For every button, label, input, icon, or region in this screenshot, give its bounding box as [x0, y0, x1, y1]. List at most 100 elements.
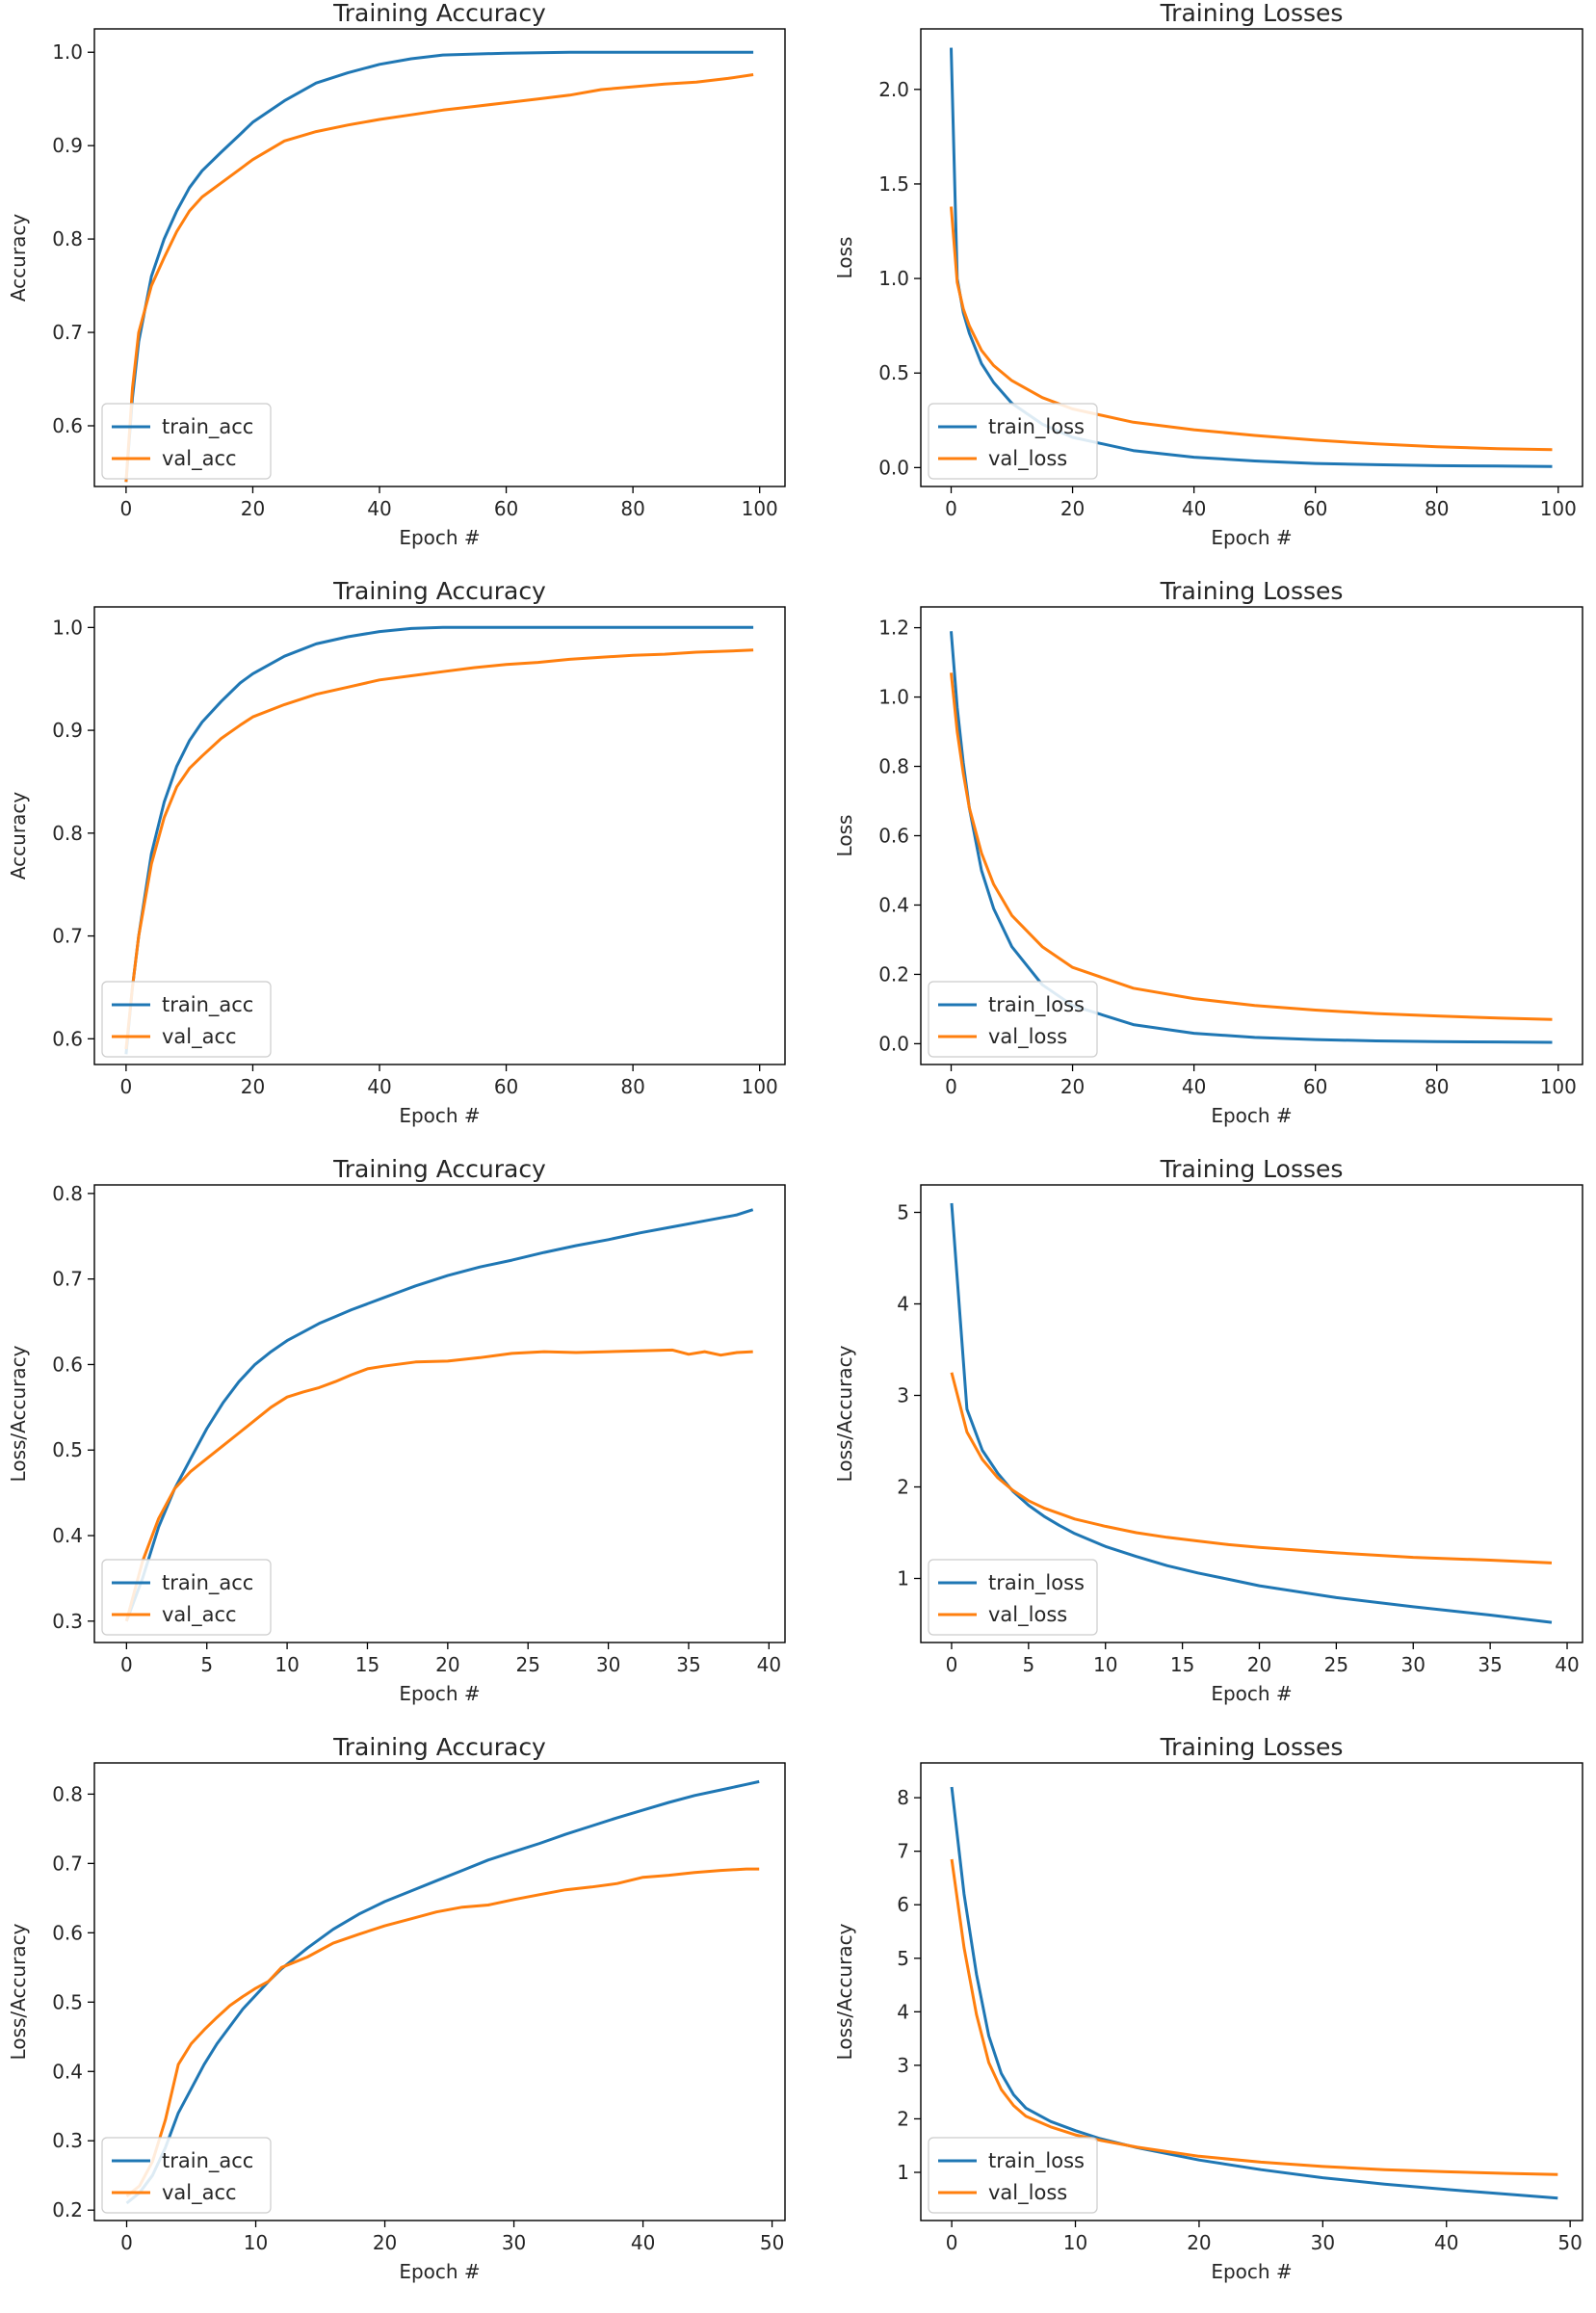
chart-panel-3: Training Accuracy 0 20 40 60 80 100 0.6 0.7 0.8 0.… [0, 578, 798, 1156]
legend: train_loss val_loss [928, 403, 1098, 480]
y-tick-label: 1.2 [878, 617, 909, 640]
series-line-val_acc [125, 1867, 760, 2197]
x-axis-label: Epoch # [1211, 526, 1292, 549]
y-axis-label: Loss/Accuracy [7, 1923, 30, 2060]
chart-title: Training Losses [1160, 578, 1344, 605]
x-tick-label: 50 [1557, 2231, 1582, 2254]
chart-title: Training Accuracy [332, 1156, 546, 1183]
x-tick-label: 40 [367, 497, 391, 520]
series-line-train_acc [125, 1779, 760, 2205]
legend-label: val_acc [162, 2181, 237, 2205]
x-axis-label: Epoch # [1211, 1104, 1292, 1127]
y-tick-label: 0.7 [52, 1852, 83, 1875]
x-tick-label: 40 [1555, 1653, 1579, 1676]
x-tick-label: 60 [494, 1075, 518, 1098]
x-tick-label: 0 [945, 1075, 957, 1098]
chart-title: Training Losses [1160, 1156, 1344, 1183]
axes-frame [93, 606, 786, 1065]
y-tick-label: 6 [897, 1893, 909, 1916]
x-axis-label: Epoch # [399, 526, 480, 549]
x-tick-label: 0 [946, 1653, 958, 1676]
y-tick-label: 1.0 [878, 267, 909, 290]
y-tick-label: 4 [897, 1293, 909, 1316]
x-axis-label: Epoch # [399, 1682, 480, 1705]
y-tick-label: 0.5 [878, 361, 909, 384]
x-tick-label: 0 [946, 2231, 958, 2254]
y-tick-label: 0.0 [878, 1032, 909, 1055]
legend: train_acc val_acc [101, 1559, 272, 1636]
chart-title: Training Accuracy [332, 1734, 546, 1761]
x-tick-label: 0 [120, 2231, 133, 2254]
y-tick-label: 0.4 [52, 1524, 83, 1547]
x-tick-label: 60 [1303, 497, 1327, 520]
chart-title: Training Accuracy [332, 0, 546, 27]
y-tick-label: 5 [897, 1201, 909, 1224]
y-tick-label: 0.2 [52, 2198, 83, 2221]
y-axis-label: Loss [833, 815, 856, 857]
y-tick-label: 0.5 [52, 1438, 83, 1461]
y-tick-label: 1 [897, 2161, 909, 2184]
x-tick-label: 100 [1540, 497, 1577, 520]
legend-label: train_acc [162, 1571, 253, 1595]
chart-svg: Training Accuracy 0 20 40 60 80 100 0.6 0.7 0.8 0.… [7, 0, 786, 549]
chart-panel-5: Training Accuracy 0 5 10 15 20 25 30 35 40 0.3 0.4 0… [0, 1156, 798, 1734]
y-tick-label: 0.4 [878, 893, 909, 916]
y-tick-label: 0.4 [52, 2060, 83, 2083]
legend-label: val_loss [988, 1603, 1067, 1627]
y-tick-label: 3 [897, 1384, 909, 1407]
y-tick-label: 0.9 [52, 134, 83, 157]
y-tick-label: 0.6 [52, 1353, 83, 1376]
x-tick-label: 15 [355, 1653, 379, 1676]
x-tick-label: 80 [1425, 1075, 1449, 1098]
x-tick-label: 30 [596, 1653, 620, 1676]
x-tick-label: 100 [1540, 1075, 1577, 1098]
chart-panel-6: Training Losses 0 5 10 15 20 25 30 35 40 1 2 3 4 5 Epoc… [798, 1156, 1595, 1734]
y-tick-label: 0.6 [52, 1027, 83, 1050]
x-tick-label: 30 [502, 2231, 526, 2254]
legend: train_loss val_loss [928, 2137, 1098, 2214]
chart-title: Training Losses [1160, 1734, 1344, 1761]
chart-panel-4: Training Losses 0 20 40 60 80 100 0.0 0.2 0.4 0.6 0… [798, 578, 1595, 1156]
chart-title: Training Accuracy [332, 578, 546, 605]
x-tick-label: 10 [1063, 2231, 1087, 2254]
x-tick-label: 20 [373, 2231, 397, 2254]
y-tick-label: 0.3 [52, 1610, 83, 1633]
y-tick-label: 0.8 [52, 1182, 83, 1205]
x-tick-label: 25 [515, 1653, 539, 1676]
y-tick-label: 0.7 [52, 925, 83, 948]
chart-panel-8: Training Losses 0 10 20 30 40 50 1 2 3 4 5 6 7 8 Epoch … [798, 1734, 1595, 2312]
y-tick-label: 8 [897, 1786, 909, 1809]
x-tick-label: 60 [1303, 1075, 1327, 1098]
x-tick-label: 0 [120, 497, 133, 520]
series-line-train_acc [124, 625, 754, 1055]
x-tick-label: 80 [620, 497, 644, 520]
y-tick-label: 0.5 [52, 1990, 83, 2013]
x-tick-label: 20 [241, 1075, 265, 1098]
x-tick-label: 35 [1478, 1653, 1502, 1676]
y-tick-label: 0.6 [52, 1921, 83, 1944]
x-tick-label: 25 [1324, 1653, 1348, 1676]
series-line-train_loss [950, 631, 1553, 1044]
legend-label: val_acc [162, 1025, 237, 1049]
chart-svg: Training Losses 0 20 40 60 80 100 0.0 0.5 1.0 1.5 2… [833, 0, 1583, 549]
chart-svg: Training Accuracy 0 20 40 60 80 100 0.6 0.7 0.8 0.… [7, 578, 786, 1127]
y-tick-label: 5 [897, 1947, 909, 1970]
x-tick-label: 30 [1401, 1653, 1426, 1676]
series-line-train_acc [124, 50, 754, 483]
x-tick-label: 40 [757, 1653, 781, 1676]
y-tick-label: 0.0 [878, 456, 909, 479]
series-line-val_acc [124, 648, 754, 1050]
y-tick-label: 0.6 [52, 414, 83, 437]
series-line-val_acc [124, 1348, 753, 1622]
legend-label: val_loss [988, 2181, 1067, 2205]
x-tick-label: 5 [200, 1653, 213, 1676]
x-tick-label: 60 [494, 497, 518, 520]
x-tick-label: 40 [1182, 497, 1206, 520]
y-tick-label: 7 [897, 1840, 909, 1863]
chart-panel-2: Training Losses 0 20 40 60 80 100 0.0 0.5 1.0 1.5 2… [798, 0, 1595, 578]
y-tick-label: 1.5 [878, 172, 909, 196]
x-tick-label: 50 [760, 2231, 784, 2254]
y-tick-label: 0.2 [878, 962, 909, 986]
x-tick-label: 10 [1093, 1653, 1117, 1676]
